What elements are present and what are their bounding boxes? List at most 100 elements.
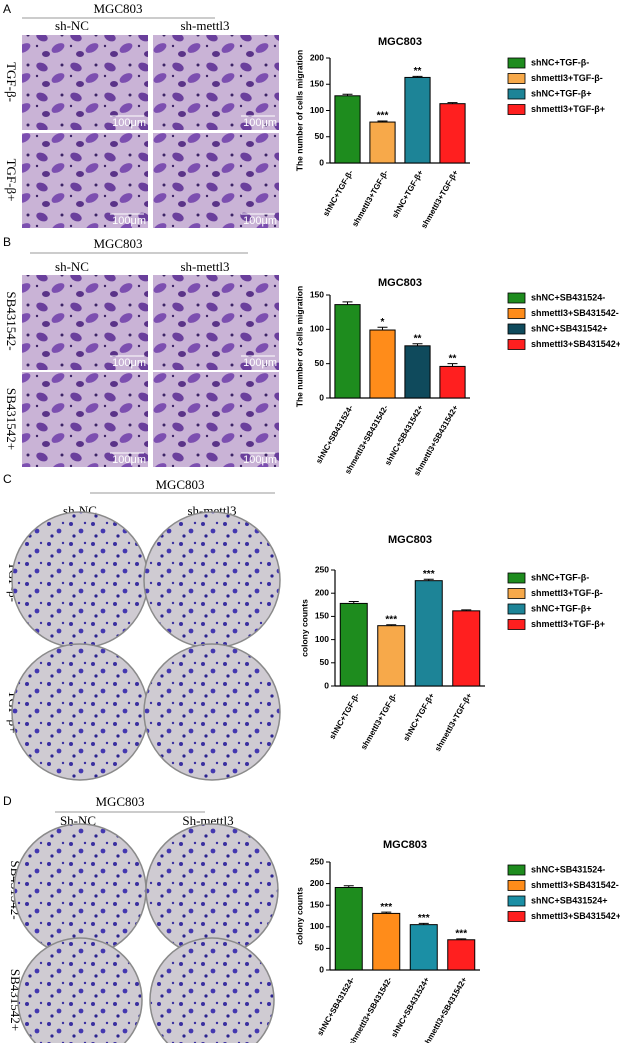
column-label: sh-mettl3 xyxy=(180,259,229,274)
legend-label: shmettl3+SB431542- xyxy=(531,880,619,890)
legend-swatch xyxy=(507,572,526,584)
y-tick-label: 250 xyxy=(310,856,324,866)
error-bar xyxy=(342,301,353,305)
y-tick-label: 0 xyxy=(319,157,324,167)
column-label: sh-NC xyxy=(55,259,89,274)
y-axis-label: The number of cells migration xyxy=(294,50,304,171)
micrograph xyxy=(22,372,148,467)
y-tick-label: 200 xyxy=(310,52,324,62)
legend-label: shNC+TGF-β+ xyxy=(531,603,592,613)
plate xyxy=(17,937,143,1043)
x-tick-label: shNC+SB431542+ xyxy=(383,403,425,467)
significance: ** xyxy=(449,353,457,364)
scale-bar-label: 100μm xyxy=(243,454,277,466)
x-tick-label: shNC+SB431524- xyxy=(315,975,356,1037)
legend-label: shmettl3+SB431542+ xyxy=(531,339,620,349)
plate xyxy=(143,511,281,649)
panel-letter: D xyxy=(3,794,12,808)
bar xyxy=(452,610,481,687)
y-tick-label: 100 xyxy=(310,324,324,334)
scale-bar-label: 100μm xyxy=(243,215,277,227)
micrograph xyxy=(22,275,148,370)
micrograph xyxy=(153,372,279,467)
x-tick-label: shmettl3+SB431542- xyxy=(347,975,394,1043)
x-tick-label: shmettl3+TGF-β+ xyxy=(419,168,460,230)
legend-swatch xyxy=(507,911,526,922)
significance: *** xyxy=(455,929,467,940)
plate xyxy=(143,643,281,781)
panel-letter: B xyxy=(3,235,11,249)
bar xyxy=(334,304,361,399)
y-tick-label: 0 xyxy=(319,392,324,402)
micrograph xyxy=(22,35,148,130)
column-label: sh-NC xyxy=(55,18,89,33)
bar xyxy=(369,121,396,164)
plate xyxy=(145,823,279,957)
scale-bar-label: 100μm xyxy=(112,357,146,369)
legend-swatch xyxy=(507,57,526,69)
panel-letter: A xyxy=(3,2,11,16)
significance: *** xyxy=(377,111,389,122)
error-bar xyxy=(377,120,388,123)
error-bar xyxy=(377,326,388,331)
x-tick-label: shmettl3+TGF-β- xyxy=(359,691,399,751)
error-bar xyxy=(412,343,423,346)
scale-bar-label: 100μm xyxy=(112,117,146,129)
y-axis-label: colony counts xyxy=(299,599,309,657)
legend-swatch xyxy=(507,880,526,891)
legend-swatch xyxy=(507,323,526,335)
error-bar xyxy=(342,93,353,96)
x-tick-label: shmettl3+TGF-β+ xyxy=(433,691,474,753)
y-tick-label: 100 xyxy=(310,921,324,931)
bar xyxy=(339,602,368,687)
bar xyxy=(372,912,401,971)
x-tick-label: shNC+TGF-β+ xyxy=(390,168,425,219)
bar xyxy=(439,365,466,399)
y-tick-label: 50 xyxy=(315,943,325,953)
bar xyxy=(377,625,406,687)
y-axis-label: colony counts xyxy=(294,887,304,945)
chart-title: MGC803 xyxy=(388,534,432,546)
chart-title: MGC803 xyxy=(378,36,422,48)
error-bar xyxy=(348,601,359,604)
error-bar xyxy=(461,609,472,611)
y-tick-label: 250 xyxy=(315,564,329,574)
plate xyxy=(11,643,149,781)
scale-bar-label: 100μm xyxy=(112,454,146,466)
legend-swatch xyxy=(507,339,526,350)
legend-swatch xyxy=(507,104,526,115)
x-tick-label: shNC+TGF-β- xyxy=(328,691,362,741)
error-bar xyxy=(456,938,467,940)
scale-bar-label: 100μm xyxy=(243,117,277,129)
bar xyxy=(404,76,431,164)
plate xyxy=(11,511,149,649)
plate xyxy=(149,937,275,1043)
x-tick-label: shmettl3+TGF-β- xyxy=(350,168,390,228)
legend-swatch xyxy=(507,895,526,907)
legend-swatch xyxy=(507,88,526,100)
legend-label: shNC+SB431542+ xyxy=(531,323,608,333)
error-bar xyxy=(447,102,458,104)
row-label: SB431542- xyxy=(4,291,19,350)
row-label: TGF-β+ xyxy=(4,159,19,202)
error-bar xyxy=(343,885,354,888)
plate xyxy=(13,823,147,957)
scale-bar-label: 100μm xyxy=(112,215,146,227)
legend-label: shNC+TGF-β- xyxy=(531,57,589,67)
bar xyxy=(447,939,476,971)
legend-label: shNC+TGF-β+ xyxy=(531,88,592,98)
legend-label: shmettl3+TGF-β- xyxy=(531,588,603,598)
micrograph xyxy=(153,275,279,370)
legend-swatch xyxy=(507,292,526,304)
x-tick-label: shNC+TGF-β+ xyxy=(402,691,437,742)
legend-swatch xyxy=(507,619,526,630)
y-tick-label: 0 xyxy=(324,680,329,690)
error-bar xyxy=(447,363,458,367)
panel-header: MGC803 xyxy=(93,1,142,16)
legend-label: shNC+SB431524- xyxy=(531,864,605,874)
x-tick-label: shNC+TGF-β- xyxy=(321,168,355,218)
legend-swatch xyxy=(507,588,526,599)
panel-header: MGC803 xyxy=(155,477,204,492)
row-label: SB431542+ xyxy=(4,388,19,450)
legend-label: shmettl3+TGF-β+ xyxy=(531,104,605,114)
